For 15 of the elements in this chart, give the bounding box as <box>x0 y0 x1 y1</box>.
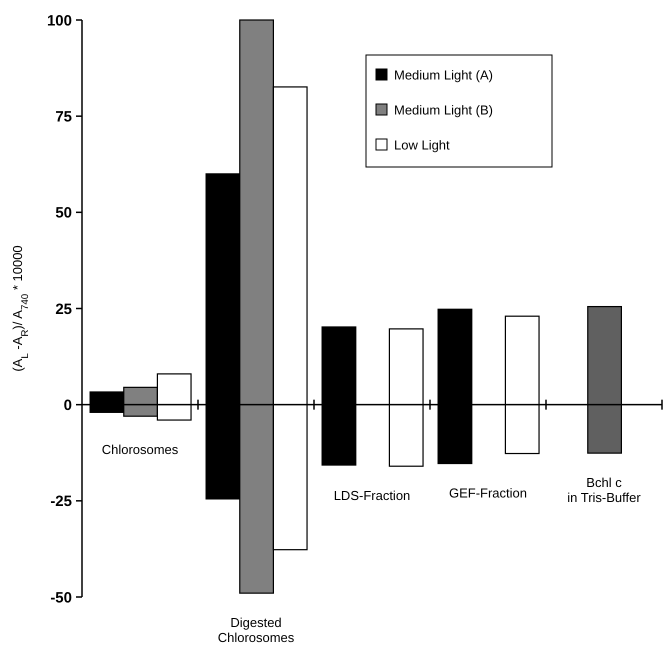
y-tick-label: 50 <box>55 204 72 222</box>
legend-label: Low Light <box>394 138 450 153</box>
y-tick-label: 100 <box>46 12 72 30</box>
y-tick-label: 25 <box>55 300 72 318</box>
x-tick-label: Chlorosomes <box>102 442 179 458</box>
y-tick-label: -50 <box>50 589 72 606</box>
x-tick-label: LDS-Fraction <box>334 488 410 504</box>
x-tick-label: Bchl c in Tris-Buffer <box>567 475 642 506</box>
legend-label: Medium Light (B) <box>394 102 493 118</box>
y-tick-label: -25 <box>50 493 72 510</box>
x-tick-label: Digested Chlorosomes <box>218 615 295 646</box>
x-tick-label: GEF-Fraction <box>448 486 528 501</box>
y-tick-label: 0 <box>64 396 72 414</box>
legend-label: Medium Light (A) <box>394 68 493 83</box>
y-tick-label: 75 <box>55 108 72 126</box>
